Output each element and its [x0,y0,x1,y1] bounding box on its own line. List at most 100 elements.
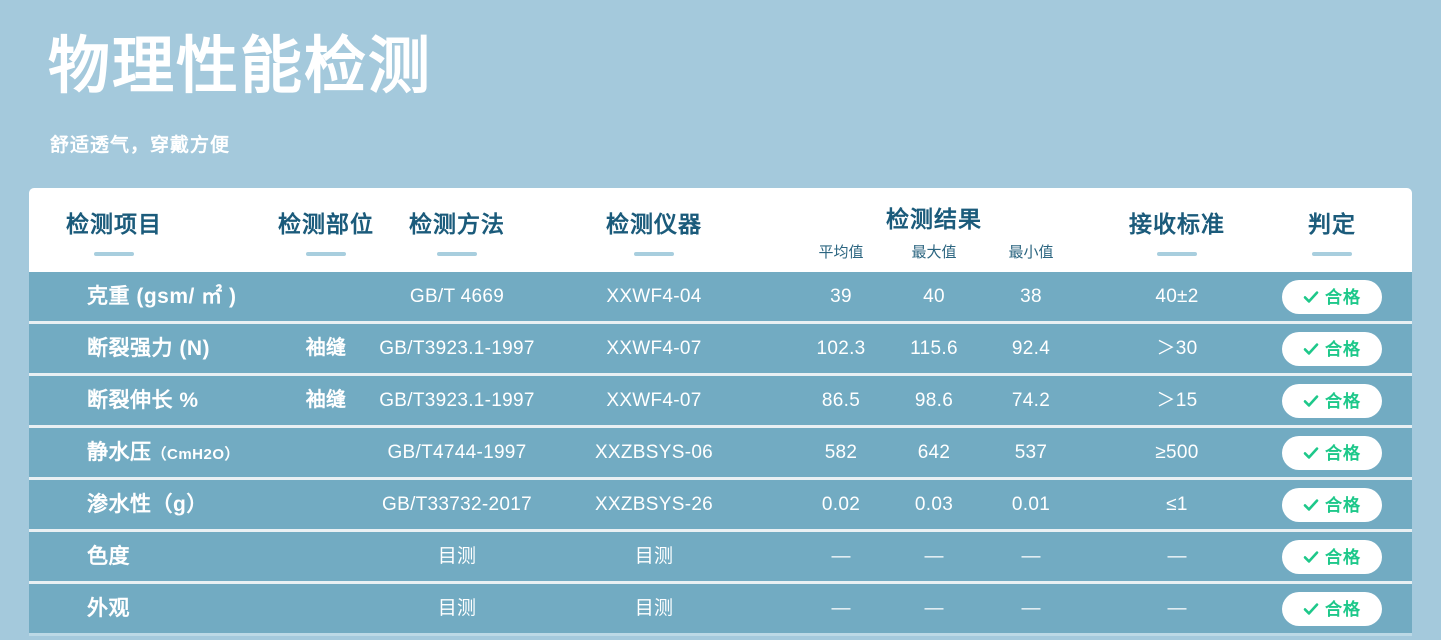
table-body: 克重 (gsm/ ㎡ ) GB/T 4669 XXWF4-04 39 40 38… [29,272,1412,636]
cell-method: GB/T4744-1997 [387,442,527,463]
table-header-row: 检测项目 检测部位 检测方法 检测仪器 检测结果 平均值 最大值 最小值 接收标… [29,188,1412,272]
cell-result-min: — [1021,546,1041,567]
column-header-standard-underline [1157,252,1197,256]
column-header-part: 检测部位 [278,211,374,237]
cell-item-note: （CmH2O） [151,446,241,463]
status-badge-label: 合格 [1325,443,1361,463]
cell-item: 克重 (gsm/ ㎡ ) [87,272,237,321]
check-icon [1303,445,1319,461]
cell-method: GB/T3923.1-1997 [379,390,535,411]
cell-result-min: 537 [1014,442,1048,463]
cell-method: 目测 [437,546,477,567]
cell-result-max: 115.6 [910,338,958,359]
status-badge[interactable]: 合格 [1282,592,1382,626]
page-title: 物理性能检测 [48,32,433,101]
status-badge-label: 合格 [1325,391,1361,411]
physical-performance-table: 检测项目 检测部位 检测方法 检测仪器 检测结果 平均值 最大值 最小值 接收标… [29,188,1412,636]
cell-result-max: — [924,598,944,619]
column-header-result-avg: 平均值 [818,244,864,261]
cell-result-avg: 102.3 [816,338,866,359]
cell-result-avg: 39 [830,286,852,307]
cell-method: GB/T33732-2017 [382,494,532,515]
table-row: 色度 目测 目测 — — — — 合格 [29,532,1412,584]
cell-standard: — [1167,546,1187,567]
table-row: 渗水性（g） GB/T33732-2017 XXZBSYS-26 0.02 0.… [29,480,1412,532]
cell-instrument: 目测 [634,546,674,567]
column-header-verdict: 判定 [1308,211,1356,237]
cell-result-min: 0.01 [1011,494,1051,515]
cell-result-max: — [924,546,944,567]
status-badge[interactable]: 合格 [1282,332,1382,366]
cell-result-min: — [1021,598,1041,619]
cell-item-main: 断裂伸长 % [87,389,199,412]
status-badge[interactable]: 合格 [1282,436,1382,470]
column-header-standard: 接收标准 [1129,211,1225,237]
cell-part: 袖缝 [305,389,347,411]
check-icon [1303,601,1319,617]
cell-instrument: XXZBSYS-26 [594,494,714,515]
cell-standard: — [1167,598,1187,619]
check-icon [1303,341,1319,357]
cell-item-main: 外观 [87,597,130,620]
status-badge[interactable]: 合格 [1282,540,1382,574]
cell-standard: ≥500 [1155,442,1199,463]
cell-result-min: 92.4 [1011,338,1051,359]
cell-instrument: XXWF4-07 [606,390,702,411]
cell-result-avg: 86.5 [821,390,861,411]
status-badge-label: 合格 [1325,287,1361,307]
page-subtitle: 舒适透气，穿戴方便 [50,135,231,156]
cell-item-main: 色度 [87,545,130,568]
table-row: 外观 目测 目测 — — — — 合格 [29,584,1412,636]
status-badge[interactable]: 合格 [1282,488,1382,522]
cell-item-main: 渗水性（g） [87,493,208,516]
cell-standard: ≤1 [1166,494,1188,515]
cell-result-avg: 582 [824,442,858,463]
column-header-verdict-underline [1312,252,1352,256]
cell-result-max: 40 [923,286,945,307]
cell-item: 断裂伸长 % [87,376,199,425]
cell-item: 静水压（CmH2O） [87,428,240,477]
cell-standard: ＞30 [1156,338,1198,359]
cell-item-main: 断裂强力 (N) [87,337,210,360]
cell-result-max: 642 [917,442,951,463]
cell-result-max: 0.03 [914,494,954,515]
cell-part: 袖缝 [305,337,347,359]
check-icon [1303,289,1319,305]
cell-method: GB/T3923.1-1997 [379,338,535,359]
column-header-part-underline [306,252,346,256]
cell-instrument: XXWF4-04 [606,286,702,307]
check-icon [1303,497,1319,513]
status-badge-label: 合格 [1325,495,1361,515]
table-row: 克重 (gsm/ ㎡ ) GB/T 4669 XXWF4-04 39 40 38… [29,272,1412,324]
cell-instrument: 目测 [634,598,674,619]
cell-standard: 40±2 [1155,286,1199,307]
table-row: 断裂伸长 % 袖缝 GB/T3923.1-1997 XXWF4-07 86.5 … [29,376,1412,428]
cell-item: 断裂强力 (N) [87,324,210,373]
cell-standard: ＞15 [1156,390,1198,411]
column-header-result-min: 最小值 [1008,244,1054,261]
cell-method: GB/T 4669 [409,286,505,307]
cell-result-max: 98.6 [914,390,954,411]
cell-result-avg: — [831,546,851,567]
cell-result-min: 74.2 [1011,390,1051,411]
table-row: 静水压（CmH2O） GB/T4744-1997 XXZBSYS-06 582 … [29,428,1412,480]
cell-result-min: 38 [1020,286,1042,307]
column-header-instrument-underline [634,252,674,256]
cell-item: 色度 [87,532,130,581]
cell-instrument: XXZBSYS-06 [594,442,714,463]
check-icon [1303,549,1319,565]
column-header-instrument: 检测仪器 [606,211,702,237]
cell-item-main: 克重 (gsm/ ㎡ ) [87,285,237,308]
cell-item: 渗水性（g） [87,480,208,529]
cell-method: 目测 [437,598,477,619]
cell-item: 外观 [87,584,130,633]
status-badge-label: 合格 [1325,339,1361,359]
cell-instrument: XXWF4-07 [606,338,702,359]
status-badge[interactable]: 合格 [1282,384,1382,418]
table-row: 断裂强力 (N) 袖缝 GB/T3923.1-1997 XXWF4-07 102… [29,324,1412,376]
status-badge[interactable]: 合格 [1282,280,1382,314]
status-badge-label: 合格 [1325,599,1361,619]
cell-result-avg: — [831,598,851,619]
column-header-item-underline [94,252,134,256]
check-icon [1303,393,1319,409]
